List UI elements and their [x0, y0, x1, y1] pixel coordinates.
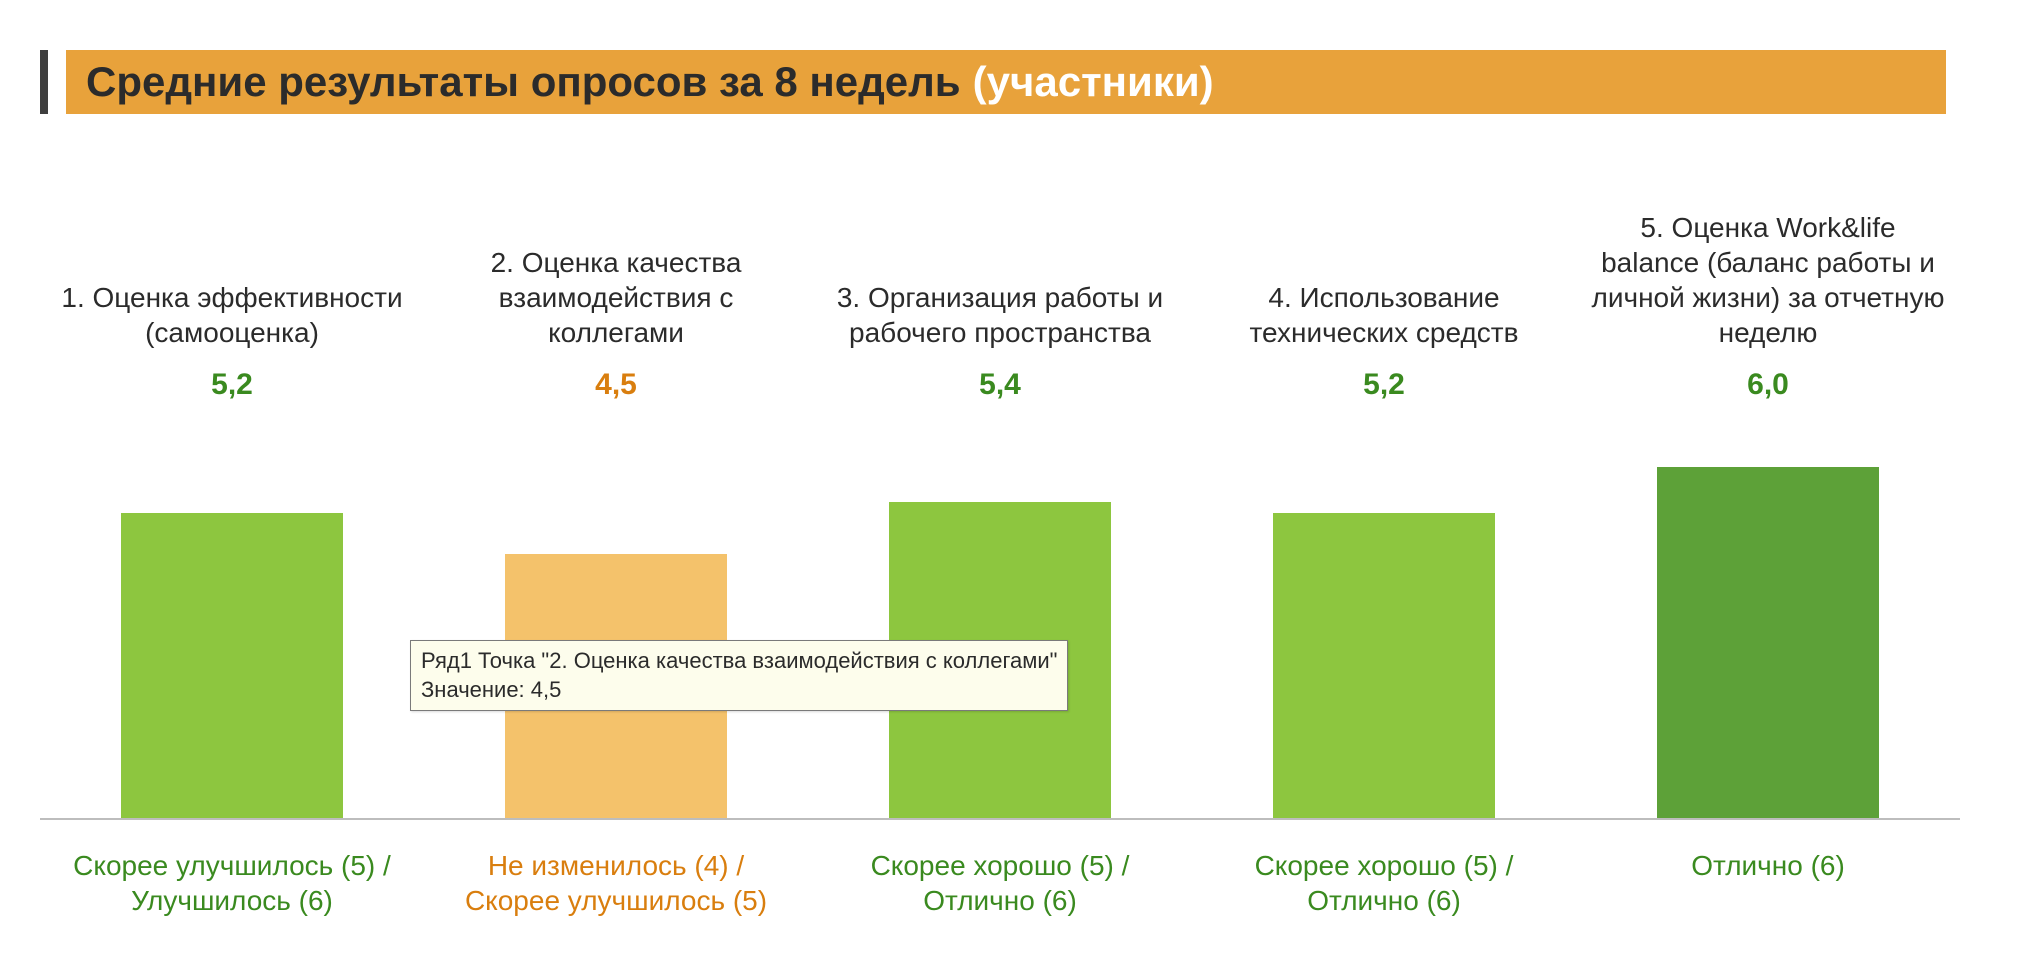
chart-column: 4. Использование технических средств 5,2 С…: [1192, 180, 1576, 940]
footer-label: Не изменилось (4) / Скорее улучшилось (5…: [424, 820, 808, 940]
category-label: 5. Оценка Work&life balance (баланс рабо…: [1576, 180, 1960, 350]
title-suffix: (участники): [973, 58, 1214, 106]
title-main: Средние результаты опросов за 8 недель: [86, 58, 961, 106]
category-label: 2. Оценка качества взаимодействия с колл…: [424, 180, 808, 350]
footer-label: Отлично (6): [1677, 820, 1859, 940]
chart-tooltip: Ряд1 Точка "2. Оценка качества взаимодей…: [410, 640, 1068, 711]
bar-zone: [40, 408, 424, 820]
chart-column: 3. Организация работы и рабочего простра…: [808, 180, 1192, 940]
value-label: 5,2: [1363, 368, 1405, 402]
category-label: 1. Оценка эффективности (самооценка): [40, 180, 424, 350]
value-label: 5,2: [211, 368, 253, 402]
bar[interactable]: [121, 513, 344, 818]
footer-label: Скорее хорошо (5) / Отлично (6): [808, 820, 1192, 940]
accent-bar: [40, 50, 48, 114]
header: Средние результаты опросов за 8 недель (…: [40, 50, 1946, 114]
bar-zone: [808, 408, 1192, 820]
bar-zone: [424, 408, 808, 820]
bar-zone: [1576, 408, 1960, 820]
title-bar: Средние результаты опросов за 8 недель (…: [66, 50, 1946, 114]
bar[interactable]: [1657, 467, 1880, 818]
bar-zone: [1192, 408, 1576, 820]
category-label: 4. Использование технических средств: [1192, 180, 1576, 350]
chart-column: 1. Оценка эффективности (самооценка) 5,2 С…: [40, 180, 424, 940]
value-label: 4,5: [595, 368, 637, 402]
category-label: 3. Организация работы и рабочего простра…: [808, 180, 1192, 350]
footer-label: Скорее хорошо (5) / Отлично (6): [1192, 820, 1576, 940]
footer-label: Скорее улучшилось (5) / Улучшилось (6): [40, 820, 424, 940]
chart-column: 2. Оценка качества взаимодействия с колл…: [424, 180, 808, 940]
bar[interactable]: [1273, 513, 1496, 818]
value-label: 6,0: [1747, 368, 1789, 402]
tooltip-line2: Значение: 4,5: [421, 676, 1057, 705]
chart-column: 5. Оценка Work&life balance (баланс рабо…: [1576, 180, 1960, 940]
bar-chart: 1. Оценка эффективности (самооценка) 5,2 С…: [40, 180, 1960, 940]
tooltip-line1: Ряд1 Точка "2. Оценка качества взаимодей…: [421, 647, 1057, 676]
value-label: 5,4: [979, 368, 1021, 402]
